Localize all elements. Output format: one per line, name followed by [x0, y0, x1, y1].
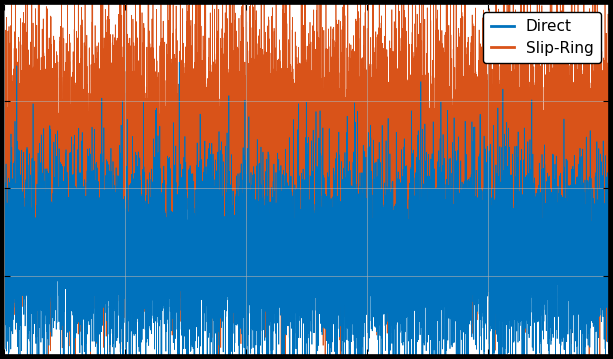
Direct: [296, 222, 303, 226]
Slip-Ring: [573, 216, 581, 220]
Legend: Direct, Slip-Ring: Direct, Slip-Ring: [483, 12, 601, 63]
Direct: [1, 228, 8, 233]
Slip-Ring: [1, 193, 8, 197]
Direct: [573, 233, 581, 237]
Direct: [37, 275, 44, 279]
Slip-Ring: [26, 147, 33, 151]
Direct: [26, 237, 33, 241]
Slip-Ring: [296, 61, 303, 65]
Direct: [3, 288, 10, 292]
Slip-Ring: [119, 146, 126, 151]
Slip-Ring: [3, 140, 10, 144]
Slip-Ring: [605, 256, 612, 260]
Direct: [119, 256, 126, 260]
Line: Direct: Direct: [4, 62, 609, 359]
Direct: [605, 221, 612, 225]
Slip-Ring: [37, 128, 44, 132]
Line: Slip-Ring: Slip-Ring: [4, 0, 609, 359]
Direct: [175, 60, 183, 64]
